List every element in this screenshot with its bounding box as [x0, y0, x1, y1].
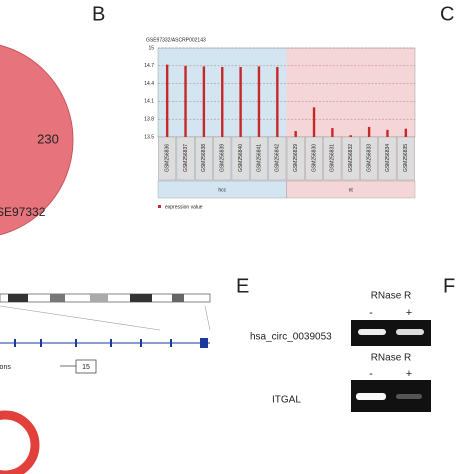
panel-letter: B: [92, 3, 105, 25]
gel-band: [356, 393, 386, 400]
bar: [221, 66, 224, 137]
x-tick-label: GSM256842: [275, 144, 281, 172]
y-tick-label: 14.1: [144, 99, 154, 105]
circ-diagram: [0, 410, 40, 474]
x-tick-label: GSM256841: [256, 144, 262, 172]
x-tick-label: GSM256840: [238, 144, 244, 172]
bar: [276, 66, 279, 137]
bar: [331, 128, 334, 137]
x-tick-label: GSM256836: [165, 144, 171, 172]
bar: [294, 131, 297, 137]
x-tick-label: GSM256833: [366, 144, 372, 172]
venn-label: SE97332: [0, 205, 46, 219]
venn-count: 230: [37, 131, 59, 146]
x-tick-label: GSM256835: [403, 144, 409, 172]
group-label: nt: [349, 187, 354, 193]
group-box: [286, 180, 416, 199]
x-tick-label: GSM256831: [330, 144, 336, 172]
bar: [165, 64, 169, 137]
x-tick-label: GSM256829: [293, 144, 299, 172]
panel-letter: E: [236, 275, 249, 297]
y-tick-label: 13.8: [144, 117, 154, 123]
gel-plus: +: [406, 307, 412, 319]
gel-band: [396, 329, 424, 335]
bar: [202, 66, 206, 137]
gene-label: ITGAL: [272, 395, 301, 406]
chart-title: GSE97332/ASCRP002143: [146, 37, 206, 43]
y-tick-label: 14.4: [144, 81, 154, 87]
gel-treatment: RNase R: [371, 291, 412, 302]
x-tick-label: GSM256839: [220, 144, 226, 172]
ideogram: [0, 293, 211, 348]
gel-band: [358, 329, 386, 335]
plot-frame: [157, 47, 416, 138]
count-box: [75, 359, 97, 374]
gel-plus: +: [406, 368, 412, 380]
gel-minus: -: [369, 368, 373, 380]
y-tick-label: 15: [148, 45, 154, 51]
bar: [257, 66, 261, 137]
x-tick-label: GSM256837: [183, 144, 189, 172]
bar: [367, 126, 371, 137]
bar: [386, 129, 389, 137]
venn-circle: [0, 44, 74, 236]
gel-treatment: RNase R: [371, 353, 412, 364]
x-tick-label: GSM256830: [311, 144, 317, 172]
group-label: hcc: [218, 187, 226, 193]
track-count: 15: [82, 364, 90, 371]
x-tick-label: GSM256838: [201, 144, 207, 172]
x-tick-label: GSM256834: [385, 144, 391, 172]
gene-label: hsa_circ_0039053: [250, 332, 332, 343]
bar: [404, 128, 408, 137]
bar-chart: GSE97332/ASCRP002143 13.5 13.8 14.1 14.4 14.…: [144, 37, 416, 210]
legend-label: expression value: [165, 204, 203, 210]
panel-letter: C: [440, 3, 454, 25]
track-label: ions: [0, 364, 11, 371]
y-tick-label: 13.5: [144, 134, 154, 140]
legend-swatch: [158, 205, 161, 208]
gel-band: [396, 394, 422, 399]
gel-minus: -: [369, 307, 373, 319]
bar: [184, 65, 187, 137]
y-tick-label: 14.7: [144, 63, 154, 69]
bar: [349, 135, 352, 137]
panel-letter: F: [443, 275, 455, 297]
bar: [239, 66, 242, 137]
bar: [312, 107, 316, 137]
x-tick-label: GSM256832: [348, 144, 354, 172]
